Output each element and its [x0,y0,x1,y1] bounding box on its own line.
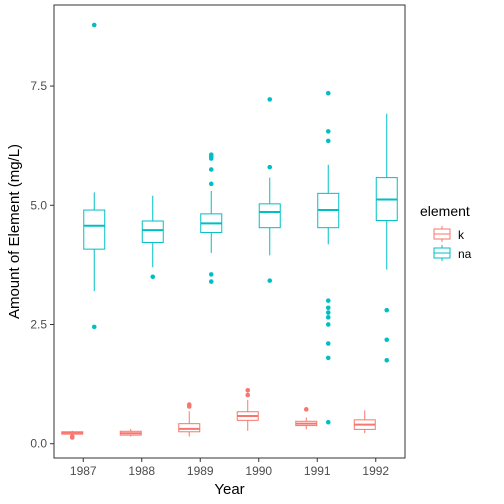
box-k-1987 [61,430,84,440]
outlier-point [267,278,273,283]
outlier-point [208,167,214,172]
outlier-point [186,402,192,407]
outlier-point [325,138,331,144]
outlier-point [267,97,273,102]
box-iqr [141,220,164,243]
x-axis: 1987 1988 1989 1990 1991 1992 [70,458,389,478]
outlier-point [325,129,331,134]
outlier-point [91,324,97,330]
legend: element k na [420,203,472,261]
x-axis-title: Year [214,481,244,498]
outlier-point [208,181,214,187]
outlier-point [325,322,331,327]
outlier-point [325,310,331,315]
outlier-point [208,279,214,284]
outlier-point [325,341,331,346]
x-tick-label: 1988 [128,464,155,478]
box-na-1988 [141,195,164,280]
box-na-1990 [258,97,281,283]
outlier-point [325,355,331,361]
x-tick-label: 1990 [245,464,272,478]
outlier-point [208,152,214,158]
box-iqr [178,423,201,433]
box-iqr [83,209,106,250]
box-k-1990 [236,387,259,431]
legend-label-k: k [458,228,465,242]
outlier-point [267,164,273,170]
outlier-point [91,22,97,28]
outlier-point [150,274,156,280]
plot-content [61,22,398,440]
box-na-1987 [83,22,106,330]
plot-panel [53,4,406,459]
y-axis: 0.0 2.5 5.0 7.5 [30,79,54,451]
outlier-point [384,337,390,343]
outlier-point [325,298,331,303]
y-tick-label: 5.0 [30,198,47,212]
box-k-1989 [178,402,201,437]
box-k-1991 [295,407,318,430]
box-na-1991 [317,90,340,425]
legend-key-k [433,226,451,242]
outlier-point [325,90,331,96]
outlier-point [384,357,390,363]
outlier-point [245,387,251,393]
outlier-point [69,434,75,439]
outlier-point [303,407,309,412]
x-tick-label: 1991 [304,464,331,478]
y-axis-title: Amount of Element (mg/L) [6,144,23,319]
outlier-point [245,392,251,398]
x-tick-label: 1987 [70,464,97,478]
outlier-point [325,419,331,425]
y-tick-label: 7.5 [30,79,47,93]
box-na-1992 [375,113,398,363]
outlier-point [384,307,390,313]
outlier-point [325,315,331,320]
y-tick-label: 0.0 [30,437,47,451]
box-k-1988 [119,428,142,437]
x-tick-label: 1992 [362,464,389,478]
x-tick-label: 1989 [187,464,214,478]
y-tick-label: 2.5 [30,317,47,331]
outlier-point [208,272,214,277]
box-k-1992 [353,410,376,434]
box-na-1989 [200,152,223,284]
box-iqr [258,203,281,229]
legend-label-na: na [458,247,472,261]
legend-title: element [420,203,470,219]
legend-key-na [433,245,451,261]
outlier-point [325,305,331,311]
